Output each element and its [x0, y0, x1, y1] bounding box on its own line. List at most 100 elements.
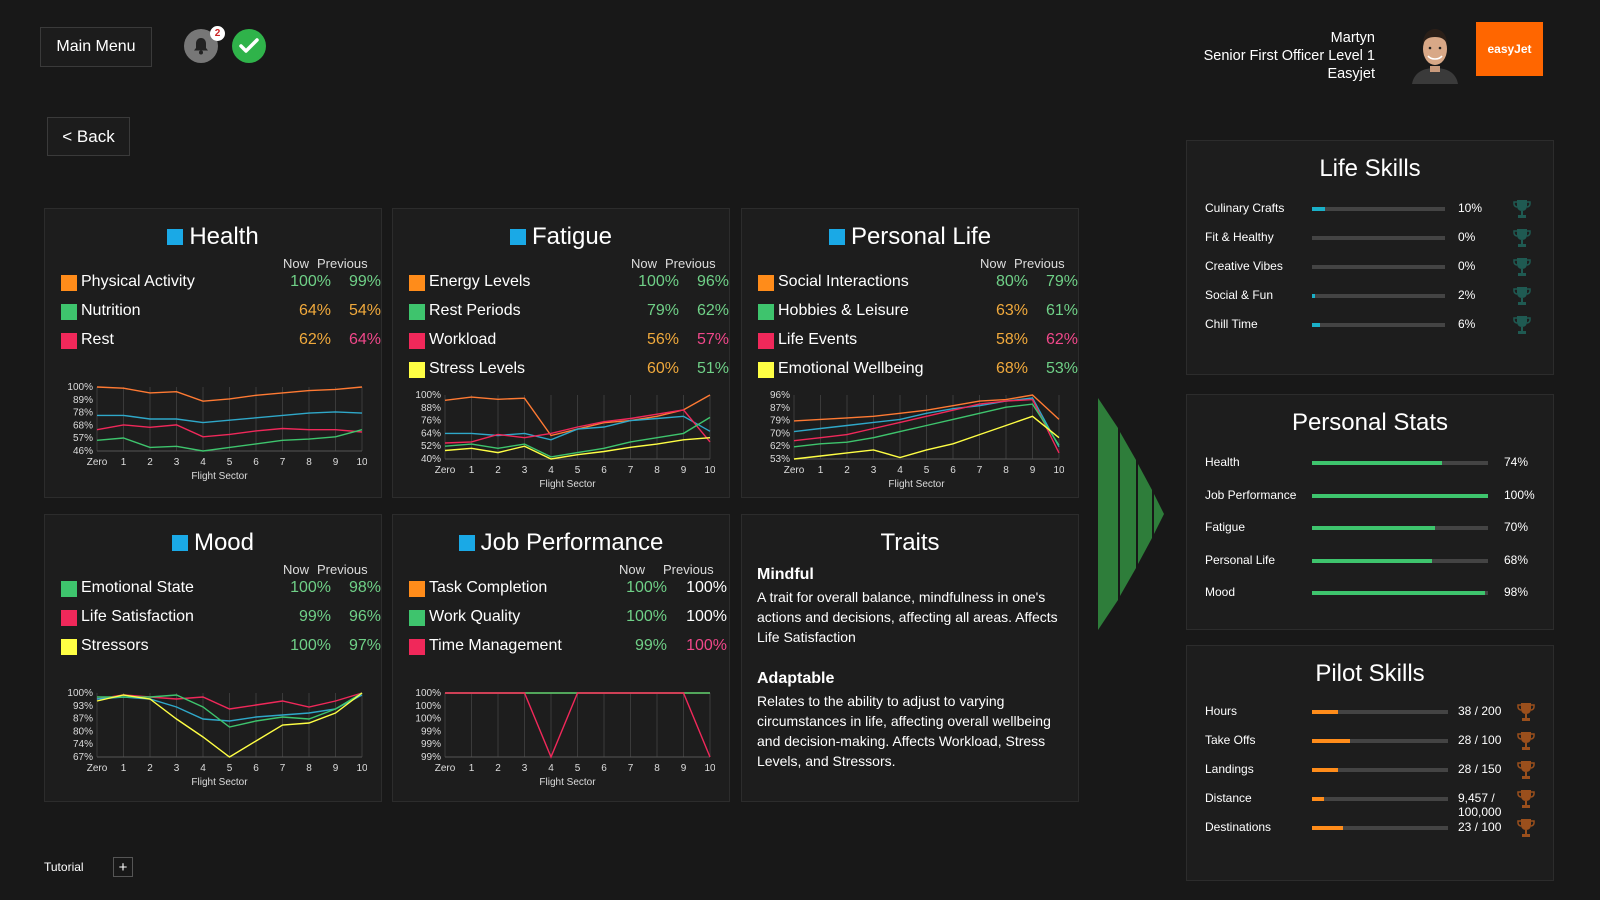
- x-tick-label: 1: [818, 465, 824, 476]
- avatar[interactable]: [1408, 22, 1462, 84]
- skill-value: 74%: [1504, 455, 1529, 469]
- x-tick-label: 10: [704, 465, 715, 476]
- column-header-previous: Previous: [317, 256, 368, 271]
- stat-row: Time Management 99% 100%: [409, 636, 727, 658]
- x-tick-label: 1: [469, 763, 475, 774]
- color-swatch: [409, 610, 425, 626]
- trophy-icon: [1517, 789, 1535, 812]
- stat-row: Rest 62% 64%: [61, 330, 381, 352]
- progress-fill: [1312, 207, 1326, 211]
- panel-title: Personal Life: [742, 223, 1078, 251]
- stat-label: Stress Levels: [429, 360, 526, 377]
- stat-now: 68%: [995, 360, 1028, 377]
- skill-label: Personal Life: [1205, 552, 1276, 567]
- skill-label: Mood: [1205, 585, 1236, 599]
- y-tick-label: 89%: [73, 395, 93, 406]
- color-swatch: [61, 639, 77, 655]
- x-tick-label: 8: [306, 457, 312, 468]
- x-tick-label: 10: [1053, 465, 1064, 476]
- series-line: [793, 415, 1060, 460]
- trait-description: A trait for overall balance, mindfulness…: [757, 589, 1058, 645]
- y-tick-label: 68%: [73, 420, 93, 431]
- stat-row: Life Events 58% 62%: [758, 330, 1078, 352]
- progress-fill: [1312, 797, 1325, 801]
- x-tick-label: 3: [174, 457, 180, 468]
- x-tick-label: 8: [654, 465, 660, 476]
- series-line: [96, 424, 363, 438]
- y-tick-label: 76%: [421, 416, 441, 427]
- series-line: [444, 437, 711, 460]
- panel-title-text: Personal Life: [850, 223, 992, 250]
- progress-bar: [1312, 265, 1445, 269]
- y-tick-label: 100%: [415, 688, 441, 699]
- panel-title-text: Job Performance: [480, 529, 664, 556]
- stat-label: Rest: [81, 331, 114, 348]
- stat-label: Workload: [429, 331, 497, 348]
- trend-chart: Zero 1 2 3 4 5 6 7 8 9 10 100% 88% 76%64% 52% 40% Flight…: [415, 390, 715, 490]
- trophy-icon: [1517, 818, 1535, 841]
- x-tick-label: 3: [871, 465, 877, 476]
- y-tick-label: 100%: [67, 382, 93, 393]
- skill-label: Job Performance: [1205, 487, 1297, 502]
- series-line: [96, 429, 363, 452]
- stat-label: Task Completion: [429, 579, 548, 596]
- stat-row: Emotional State 100% 98%: [61, 578, 381, 600]
- x-tick-label: 7: [628, 763, 634, 774]
- tutorial-plus-button[interactable]: +: [113, 857, 133, 877]
- stat-row: Work Quality 100% 100%: [409, 607, 727, 629]
- x-tick-label: 4: [200, 763, 206, 774]
- progress-fill: [1312, 526, 1436, 530]
- skill-label: Culinary Crafts: [1205, 201, 1285, 215]
- stat-now: 100%: [290, 579, 331, 596]
- check-icon[interactable]: [232, 29, 266, 63]
- stat-label: Life Events: [778, 331, 858, 348]
- skill-value: 2%: [1458, 288, 1476, 302]
- stat-row: Social Interactions 80% 79%: [758, 272, 1078, 294]
- y-tick-label: 88%: [421, 403, 441, 414]
- skill-row: Fatigue 70%: [1205, 518, 1539, 538]
- progress-fill: [1312, 768, 1338, 772]
- x-tick-label: Zero: [87, 763, 108, 774]
- main-menu-button[interactable]: Main Menu: [40, 27, 152, 67]
- trend-chart: Zero 1 2 3 4 5 6 7 8 9 10 100% 89% 78%68% 57% 46% Flight…: [67, 382, 367, 482]
- x-tick-label: 5: [227, 457, 233, 468]
- x-tick-label: 8: [1003, 465, 1009, 476]
- progress-bar: [1312, 591, 1488, 595]
- stat-label: Life Satisfaction: [81, 608, 194, 625]
- y-tick-label: 70%: [770, 428, 790, 439]
- series-line: [793, 403, 1060, 448]
- stat-row: Nutrition 64% 54%: [61, 301, 381, 323]
- series-line: [444, 416, 711, 458]
- progress-fill: [1312, 710, 1338, 714]
- stat-previous: 64%: [348, 331, 381, 348]
- skill-row: Distance 9,457 / 100,000: [1205, 789, 1539, 819]
- x-tick-label: 6: [253, 763, 259, 774]
- personal-stats-title: Personal Stats: [1291, 409, 1449, 436]
- x-tick-label: 7: [280, 457, 286, 468]
- tutorial-label[interactable]: Tutorial: [44, 860, 84, 874]
- series-line: [793, 394, 1060, 422]
- skill-value: 98%: [1504, 585, 1529, 599]
- progress-bar: [1312, 826, 1448, 830]
- skill-label: Fatigue: [1205, 520, 1246, 534]
- stat-panel-health: Health Now Previous Physical Activity 100%…: [44, 208, 382, 498]
- x-tick-label: 10: [704, 763, 715, 774]
- progress-fill: [1312, 739, 1351, 743]
- stat-previous: 62%: [696, 302, 729, 319]
- skill-value: 28 / 150: [1458, 762, 1502, 776]
- stat-now: 62%: [298, 331, 331, 348]
- back-button[interactable]: < Back: [47, 117, 130, 156]
- x-tick-label: 9: [333, 763, 339, 774]
- y-tick-label: 67%: [73, 752, 93, 763]
- stat-label: Social Interactions: [778, 273, 909, 290]
- series-line: [445, 415, 711, 441]
- series-line: [96, 692, 363, 758]
- y-tick-label: 62%: [770, 441, 790, 452]
- color-swatch: [758, 333, 774, 349]
- skill-row: Landings 28 / 150: [1205, 760, 1539, 780]
- skill-value: 0%: [1458, 259, 1476, 273]
- x-tick-label: 9: [681, 465, 687, 476]
- y-tick-label: 99%: [421, 726, 441, 737]
- column-header-now: Now: [283, 562, 310, 577]
- stat-previous: 96%: [696, 273, 729, 290]
